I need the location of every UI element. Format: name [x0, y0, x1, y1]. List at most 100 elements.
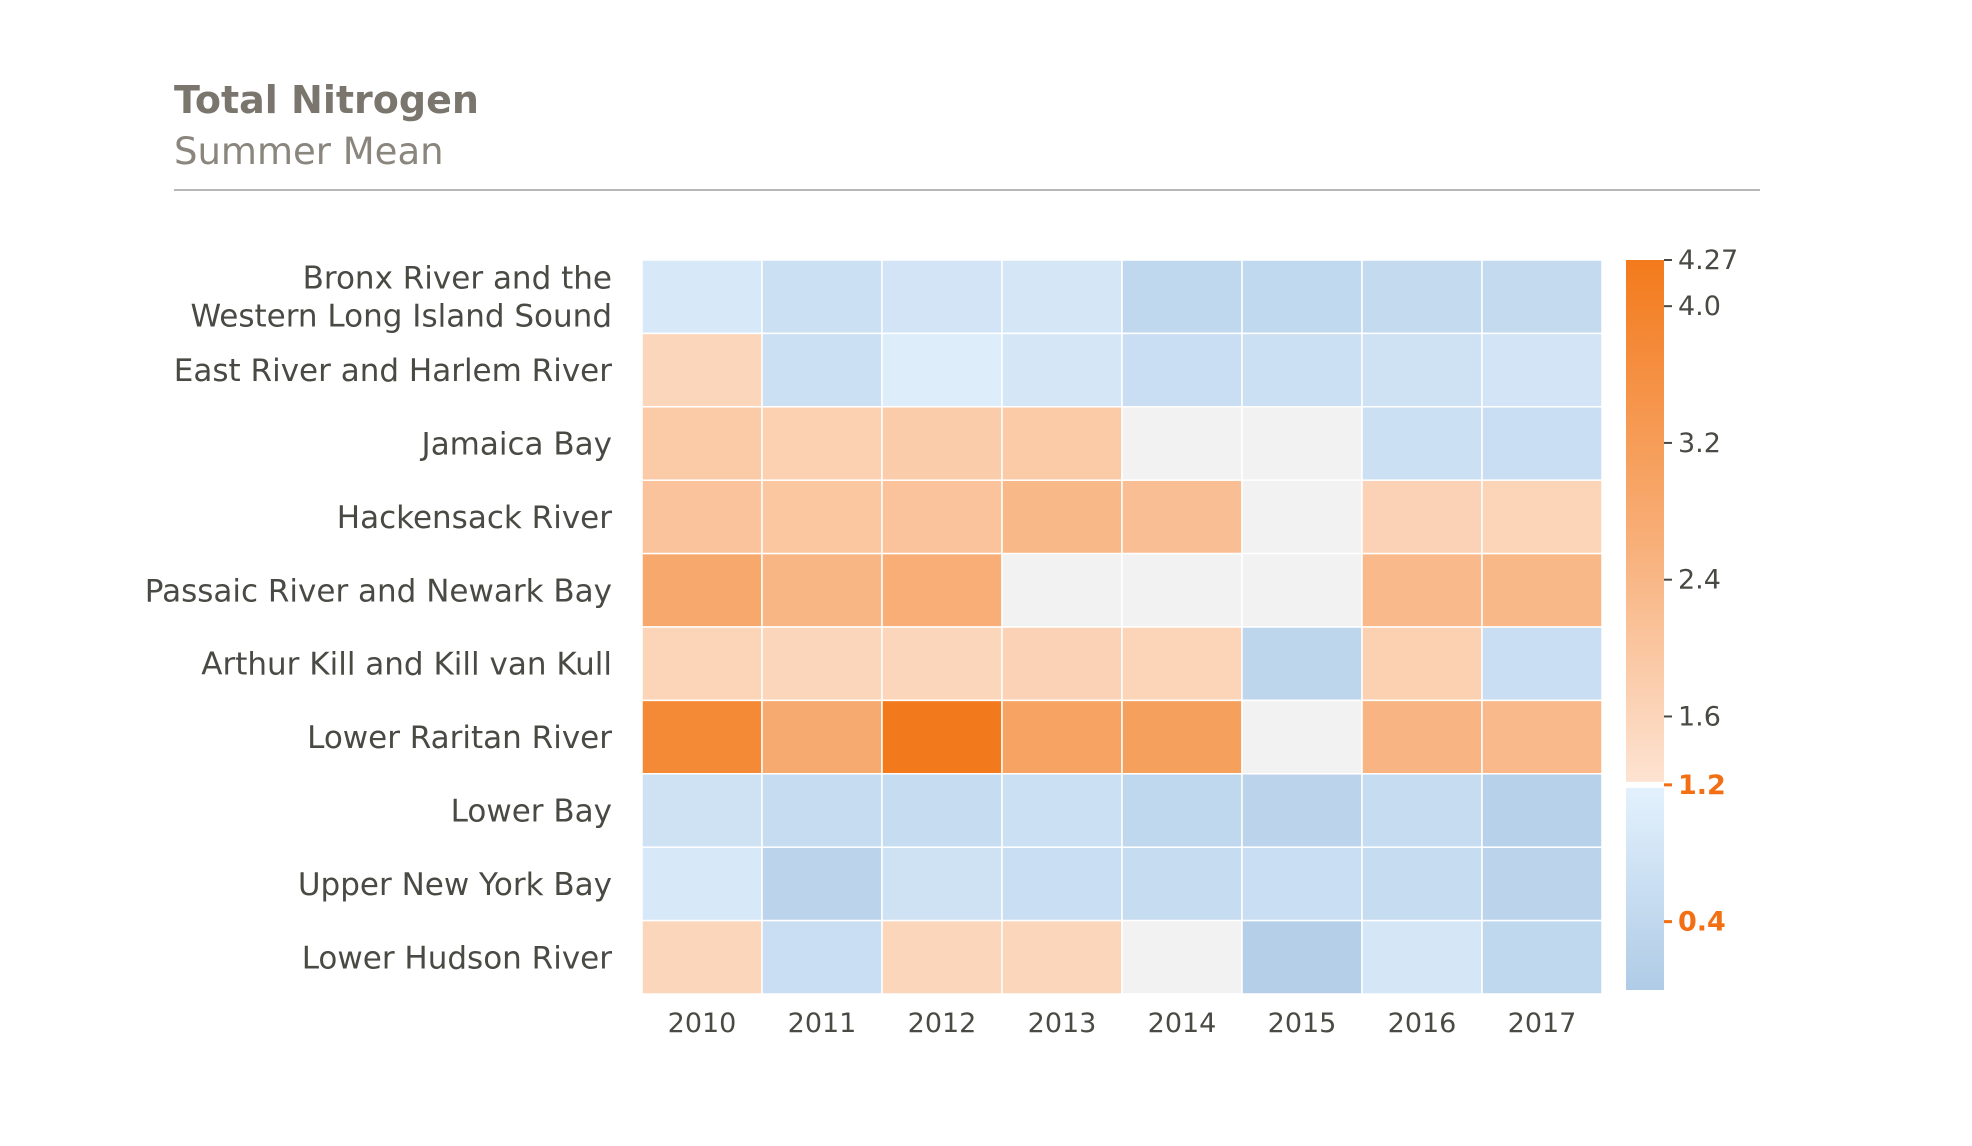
heatmap-cell — [1241, 919, 1363, 995]
heatmap-cell — [761, 846, 883, 922]
colorbar-tick-label: 2.4 — [1678, 565, 1721, 596]
heatmap-cell — [761, 332, 883, 408]
heatmap-cell — [641, 919, 763, 995]
heatmap-cell — [1001, 552, 1123, 628]
column-label: 2012 — [908, 1008, 977, 1039]
row-label: Upper New York Bay — [298, 867, 612, 903]
heatmap-cell — [1121, 332, 1243, 408]
colorbar: 4.27 4.0 3.2 2.4 1.6 1.2 0.4 — [1626, 245, 1738, 990]
column-label: 2011 — [788, 1008, 857, 1039]
heatmap-cell — [641, 846, 763, 922]
row-label: Hackensack River — [337, 500, 612, 536]
heatmap-cell — [1481, 699, 1603, 775]
chart-subtitle: Summer Mean — [174, 130, 444, 173]
heatmap-cell — [1481, 259, 1603, 335]
heatmap-cell — [1121, 259, 1243, 335]
heatmap-cell — [881, 919, 1003, 995]
colorbar-tick-label: 4.27 — [1678, 245, 1738, 276]
row-label: East River and Harlem River — [174, 353, 612, 389]
heatmap-cell — [1481, 479, 1603, 555]
row-label: Lower Raritan River — [307, 720, 612, 756]
heatmap-cell — [761, 552, 883, 628]
heatmap-cell — [881, 479, 1003, 555]
heatmap-cell — [1001, 406, 1123, 481]
row-label: Lower Bay — [451, 794, 612, 830]
heatmap-cells — [641, 259, 1603, 995]
heatmap-cell — [1481, 332, 1603, 408]
heatmap-cell — [881, 846, 1003, 922]
heatmap-cell — [1121, 846, 1243, 922]
heatmap-cell — [1361, 259, 1483, 335]
heatmap-cell — [1241, 259, 1363, 335]
column-label: 2016 — [1388, 1008, 1457, 1039]
heatmap-cell — [1361, 846, 1483, 922]
row-label: Lower Hudson River — [302, 940, 613, 976]
heatmap-cell — [1241, 406, 1363, 481]
heatmap-cell — [761, 479, 883, 555]
heatmap-cell — [641, 552, 763, 628]
column-label: 2017 — [1508, 1008, 1577, 1039]
heatmap-cell — [1121, 479, 1243, 555]
row-label: Arthur Kill and Kill van Kull — [201, 647, 612, 683]
heatmap-cell — [881, 699, 1003, 775]
column-labels: 2010 2011 2012 2013 2014 2015 2016 2017 — [668, 1008, 1577, 1039]
heatmap-cell — [1001, 332, 1123, 408]
heatmap-cell — [1001, 773, 1123, 848]
row-label: Bronx River and the — [303, 261, 612, 297]
heatmap-cell — [881, 332, 1003, 408]
heatmap-cell — [881, 259, 1003, 335]
row-label: Passaic River and Newark Bay — [145, 573, 612, 609]
heatmap-cell — [1361, 552, 1483, 628]
colorbar-tick-label: 1.2 — [1678, 770, 1726, 801]
heatmap-cell — [1241, 846, 1363, 922]
column-label: 2015 — [1268, 1008, 1337, 1039]
heatmap-cell — [1121, 699, 1243, 775]
heatmap-cell — [1241, 552, 1363, 628]
heatmap-cell — [641, 332, 763, 408]
heatmap-cell — [761, 773, 883, 848]
heatmap-cell — [881, 406, 1003, 481]
heatmap-cell — [1001, 846, 1123, 922]
heatmap-cell — [1361, 626, 1483, 702]
heatmap-cell — [1481, 773, 1603, 848]
heatmap-cell — [881, 773, 1003, 848]
heatmap-cell — [1121, 919, 1243, 995]
heatmap-cell — [1001, 919, 1123, 995]
heatmap-cell — [1361, 479, 1483, 555]
colorbar-tick-label: 1.6 — [1678, 701, 1721, 732]
heatmap-cell — [641, 259, 763, 335]
heatmap-cell — [641, 406, 763, 481]
column-label: 2010 — [668, 1008, 737, 1039]
heatmap-cell — [761, 259, 883, 335]
column-label: 2014 — [1148, 1008, 1217, 1039]
heatmap-cell — [1001, 259, 1123, 335]
heatmap-cell — [1361, 406, 1483, 481]
heatmap-cell — [1481, 406, 1603, 481]
heatmap-cell — [1121, 406, 1243, 481]
heatmap-cell — [641, 626, 763, 702]
heatmap-cell — [761, 699, 883, 775]
row-label: Jamaica Bay — [420, 427, 612, 463]
header-divider — [174, 189, 1760, 191]
heatmap-cell — [1121, 552, 1243, 628]
heatmap-cell — [1121, 626, 1243, 702]
chart-title: Total Nitrogen — [174, 78, 479, 122]
heatmap-cell — [1361, 773, 1483, 848]
heatmap-cell — [641, 773, 763, 848]
heatmap-cell — [1001, 699, 1123, 775]
heatmap-cell — [1361, 332, 1483, 408]
row-label: Western Long Island Sound — [190, 299, 612, 335]
heatmap-cell — [1001, 479, 1123, 555]
colorbar-orange-segment — [1626, 260, 1664, 782]
heatmap-cell — [881, 552, 1003, 628]
heatmap-cell — [761, 626, 883, 702]
heatmap-cell — [761, 919, 883, 995]
heatmap-cell — [761, 406, 883, 481]
heatmap-cell — [1361, 919, 1483, 995]
heatmap-cell — [1361, 699, 1483, 775]
heatmap-cell — [1121, 773, 1243, 848]
heatmap-cell — [1481, 626, 1603, 702]
heatmap-cell — [1481, 846, 1603, 922]
